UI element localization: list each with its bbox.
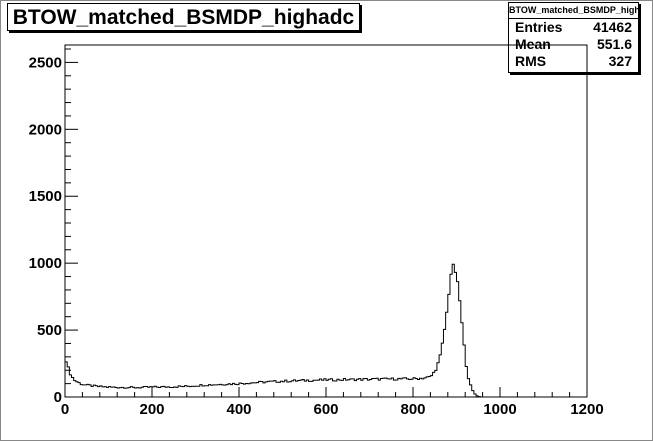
x-tick-label: 1000	[483, 401, 516, 418]
stats-value: 327	[608, 53, 632, 69]
chart-title-text: BTOW_matched_BSMDP_highadc	[12, 6, 355, 29]
x-tick-label: 600	[313, 401, 338, 418]
y-tick-label: 1500	[29, 188, 62, 205]
y-tick-label: 0	[54, 389, 62, 406]
stats-box: BTOW_matched_BSMDP_highadc Entries 41462…	[508, 2, 639, 73]
stats-label: RMS	[515, 53, 547, 69]
stats-label: Mean	[515, 36, 551, 52]
stats-row-rms: RMS 327	[509, 53, 638, 70]
y-tick-label: 2000	[29, 121, 62, 138]
stats-value: 551.6	[596, 36, 632, 52]
histogram-line	[64, 263, 587, 398]
axes: 0 200 400 600 800 1000 1200 0 500 1000 1500 2000 250…	[29, 48, 604, 418]
stats-header: BTOW_matched_BSMDP_highadc	[509, 3, 638, 19]
x-tick-label: 1200	[570, 401, 603, 418]
y-tick-label: 2500	[29, 54, 62, 71]
stats-label: Entries	[515, 19, 563, 35]
y-tick-label: 1000	[29, 255, 62, 272]
x-tick-label: 200	[139, 401, 164, 418]
stats-row-entries: Entries 41462	[509, 19, 638, 36]
chart-title: BTOW_matched_BSMDP_highadc	[7, 3, 360, 31]
x-tick-label: 800	[400, 401, 425, 418]
x-tick-label: 400	[226, 401, 251, 418]
x-tick-label: 0	[61, 401, 69, 418]
stats-value: 41462	[593, 19, 632, 35]
y-tick-label: 500	[37, 322, 62, 339]
plot-frame	[64, 44, 588, 398]
stats-row-mean: Mean 551.6	[509, 36, 638, 53]
